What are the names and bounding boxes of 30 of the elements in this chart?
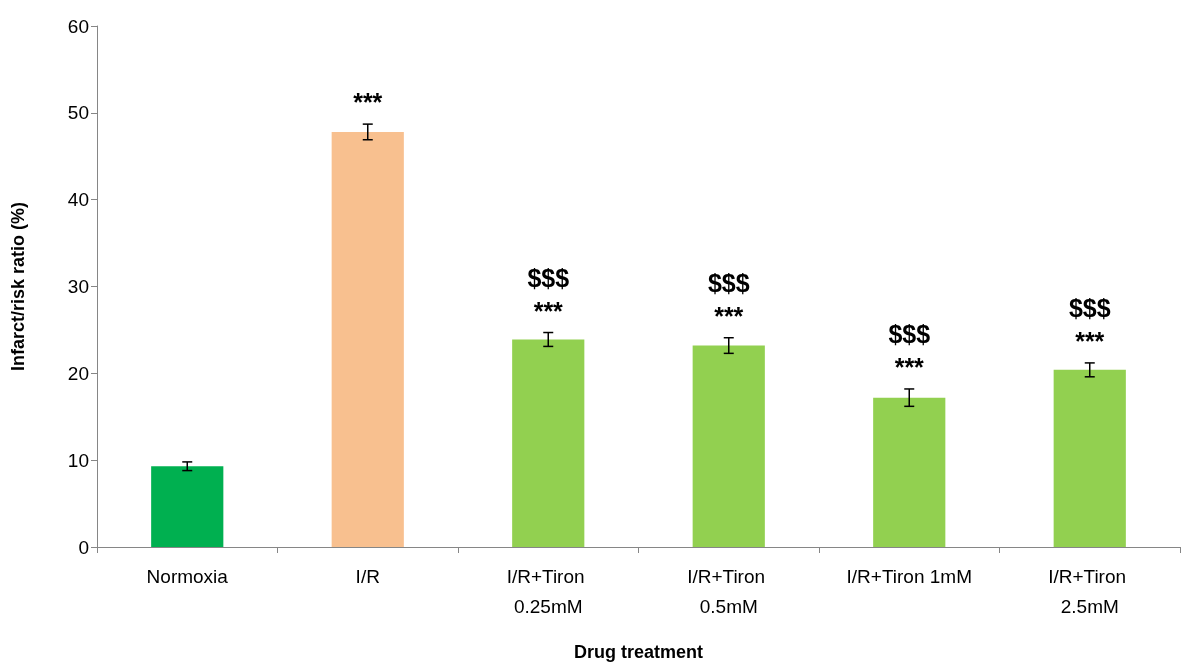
bar [873, 397, 946, 547]
y-tick-label: 20 [67, 362, 89, 384]
x-axis-title: Drug treatment [573, 642, 704, 662]
bar [151, 466, 224, 547]
x-tick-label: I/R [355, 565, 380, 587]
y-tick-label: 40 [67, 189, 89, 211]
y-tick-label: 0 [78, 536, 89, 558]
y-tick-label: 50 [67, 102, 89, 124]
annotation: $$$ [527, 263, 570, 292]
annotation: *** [1075, 326, 1105, 355]
annotation: *** [714, 301, 744, 330]
y-tick-label: 10 [67, 449, 89, 471]
annotation: $$$ [888, 319, 931, 348]
y-tick-label: 30 [67, 276, 89, 297]
bar [331, 131, 404, 547]
bar [1053, 369, 1126, 547]
bar [512, 339, 585, 547]
annotation: $$$ [1068, 293, 1111, 322]
annotation: *** [533, 296, 564, 325]
y-axis-title: Infarct/risk ratio (%) [8, 201, 28, 372]
x-tick-label: I/R+Tiron 2.5mM [1048, 565, 1132, 617]
bar [692, 345, 765, 547]
annotation: *** [353, 88, 383, 117]
x-tick-label: I/R+Tiron 1mM [846, 565, 972, 587]
x-tick-label: I/R+Tiron 0.5mM [687, 565, 771, 617]
annotation: $$$ [707, 268, 750, 297]
annotation: *** [894, 352, 925, 381]
x-tick-label: Normoxia [146, 565, 229, 587]
x-tick-label: I/R+Tiron 0.25mM [506, 565, 590, 617]
y-tick-label: 60 [67, 15, 89, 37]
